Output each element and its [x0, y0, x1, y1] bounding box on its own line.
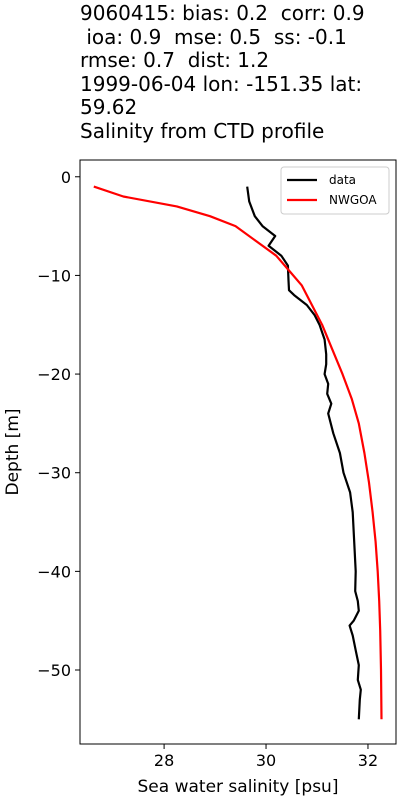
chart-title: 9060415: bias: 0.2 corr: 0.9 ioa: 0.9 ms…	[80, 1, 400, 143]
title-line-5: 59.62	[80, 95, 138, 119]
title-line-4: 1999-06-04 lon: -151.35 lat:	[80, 71, 363, 96]
series-line-nwgoa	[93, 185, 383, 720]
legend-box	[280, 166, 390, 215]
title-line-1: 9060415: bias: 0.2 corr: 0.9	[80, 1, 365, 25]
y-tick-label: −50	[37, 661, 71, 680]
plot-area-frame	[79, 159, 397, 745]
ticks-layer: 28 30 32 0 −10 −20 −30 −40 −50	[37, 168, 378, 770]
title-line-3: rmse: 0.7 dist: 1.2	[80, 48, 270, 72]
y-tick-label: 0	[61, 168, 71, 187]
legend-label-nwgoa: NWGOA	[329, 193, 377, 207]
x-tick-label: 30	[256, 751, 276, 770]
x-axis-label: Sea water salinity [psu]	[138, 777, 339, 797]
y-axis-label: Depth [m]	[3, 408, 23, 495]
legend: data NWGOA	[280, 166, 390, 215]
y-tick-label: −20	[37, 365, 71, 384]
title-line-2: ioa: 0.9 mse: 0.5 ss: -0.1	[80, 24, 347, 49]
series-layer	[93, 185, 383, 720]
y-tick-label: −30	[37, 464, 71, 483]
y-tick-label: −40	[37, 562, 71, 581]
series-line-data	[246, 186, 362, 720]
x-tick-label: 32	[358, 751, 378, 770]
x-tick-label: 28	[154, 751, 174, 770]
y-tick-label: −10	[37, 266, 71, 285]
legend-label-data: data	[329, 173, 356, 187]
title-line-6: Salinity from CTD profile	[80, 118, 325, 143]
